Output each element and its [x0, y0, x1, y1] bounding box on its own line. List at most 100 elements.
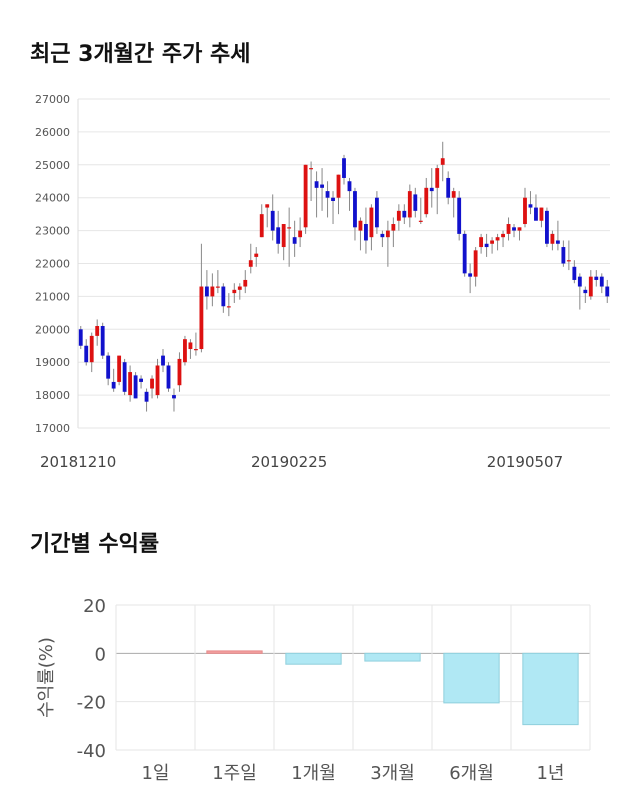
candle — [232, 283, 237, 303]
candle — [517, 227, 522, 241]
candle-body — [468, 273, 473, 277]
candle-body — [281, 224, 286, 248]
candle-body — [106, 355, 111, 379]
candle-body — [325, 191, 330, 198]
candle-body — [139, 378, 143, 382]
candle — [100, 322, 105, 359]
candle-body — [161, 355, 165, 366]
candle — [468, 263, 473, 294]
candle-body — [353, 191, 357, 228]
candle — [473, 247, 478, 287]
candle — [144, 388, 149, 412]
candle-body — [413, 194, 418, 211]
candle — [281, 224, 286, 261]
y-tick-label: 26000 — [35, 126, 70, 139]
candle-body — [369, 207, 374, 238]
candle-body — [517, 227, 522, 231]
candle — [84, 339, 89, 366]
candle-body — [215, 286, 220, 288]
candle-body — [599, 276, 604, 287]
y-tick-label: -40 — [77, 741, 106, 762]
candle — [331, 191, 335, 225]
candle — [440, 141, 445, 182]
candle-body — [424, 187, 429, 215]
candle — [188, 339, 193, 359]
candle — [298, 217, 303, 248]
candle-body — [259, 214, 264, 238]
candle-body — [122, 362, 127, 392]
x-tick-label: 3개월 — [370, 763, 415, 784]
candle — [391, 217, 396, 248]
y-tick-label: 25000 — [35, 159, 70, 172]
candle-body — [364, 224, 368, 241]
candle — [303, 164, 308, 234]
candle — [407, 184, 412, 228]
candle — [418, 197, 423, 225]
candle-body — [555, 240, 560, 244]
candle-body — [523, 197, 527, 225]
candle — [534, 194, 538, 221]
x-tick-label: 1주일 — [212, 763, 257, 784]
candle-body — [484, 243, 489, 248]
return-bar — [206, 650, 263, 654]
candle — [495, 233, 500, 251]
candle-body — [385, 230, 390, 238]
candle — [523, 187, 527, 228]
candle — [276, 210, 281, 254]
candle-body — [193, 349, 198, 351]
candle — [226, 293, 231, 317]
candle-body — [199, 286, 204, 350]
candle — [347, 177, 352, 211]
candle-body — [320, 184, 324, 188]
candle-body — [128, 372, 133, 396]
candle-body — [534, 207, 538, 221]
candle — [243, 270, 248, 294]
candle — [555, 220, 560, 251]
candle — [155, 358, 160, 399]
candle — [78, 326, 83, 350]
candle-body — [331, 197, 335, 201]
candle — [380, 230, 385, 248]
candle — [413, 187, 418, 218]
candle — [265, 204, 270, 228]
candle — [539, 207, 544, 228]
candle-body — [177, 358, 182, 386]
x-tick-label: 20190225 — [251, 453, 327, 471]
candle — [325, 181, 330, 218]
candle — [161, 349, 165, 373]
y-tick-label: 18000 — [35, 389, 70, 402]
candle-body — [342, 158, 346, 178]
returns-chart-title: 기간별 수익률 — [30, 532, 160, 557]
candle-body — [440, 158, 445, 165]
candle — [309, 161, 314, 201]
candle-body — [588, 276, 593, 297]
y-tick-label: -20 — [77, 693, 106, 714]
candle — [89, 332, 94, 373]
candle-body — [226, 306, 231, 308]
candle-body — [605, 286, 610, 297]
candle-body — [210, 286, 215, 297]
candle — [353, 187, 357, 241]
candle-body — [418, 220, 423, 222]
return-bar — [522, 652, 579, 726]
candle-body — [111, 381, 116, 389]
candle — [369, 204, 374, 251]
candle — [254, 247, 259, 267]
candle — [446, 171, 451, 205]
candle — [183, 335, 187, 366]
candle — [204, 270, 209, 310]
candle-body — [561, 247, 566, 264]
candle-body — [287, 227, 292, 229]
candle-body — [100, 326, 105, 356]
candle-body — [407, 191, 412, 218]
candle-body — [232, 289, 237, 294]
candle-body — [545, 210, 549, 244]
candle-body — [78, 329, 83, 346]
candle-body — [166, 365, 171, 389]
y-tick-label: 24000 — [35, 192, 70, 205]
candle-body — [374, 197, 379, 228]
candle — [374, 191, 379, 234]
candle — [550, 230, 555, 251]
return-bar — [285, 652, 342, 665]
